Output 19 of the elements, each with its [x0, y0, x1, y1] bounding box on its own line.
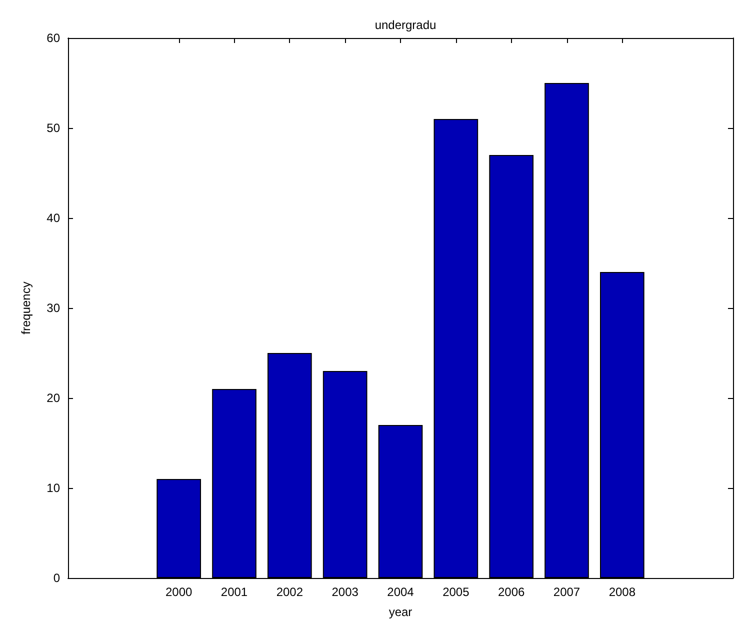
x-tick-label: 2004	[387, 585, 414, 599]
x-tick-label: 2001	[220, 585, 248, 599]
x-tick-label: 2007	[553, 585, 580, 599]
y-tick-label: 20	[46, 391, 60, 405]
y-tick-label: 0	[53, 571, 60, 585]
x-axis-title: year	[388, 605, 412, 619]
x-tick-label: 2003	[332, 585, 359, 599]
x-tick-label: 2000	[165, 585, 193, 599]
x-tick-label: 2002	[276, 585, 304, 599]
y-tick-label: 30	[46, 301, 60, 315]
y-axis-title: frequency	[19, 282, 33, 334]
y-tick-label: 40	[46, 211, 60, 225]
y-tick-label: 50	[46, 121, 60, 135]
y-tick-label: 10	[46, 481, 60, 495]
chart-title: undergradu	[374, 18, 436, 32]
x-tick-label: 2008	[608, 585, 636, 599]
x-tick-label: 2006	[498, 585, 526, 599]
y-tick-label: 60	[46, 31, 60, 45]
x-tick-label: 2005	[442, 585, 470, 599]
